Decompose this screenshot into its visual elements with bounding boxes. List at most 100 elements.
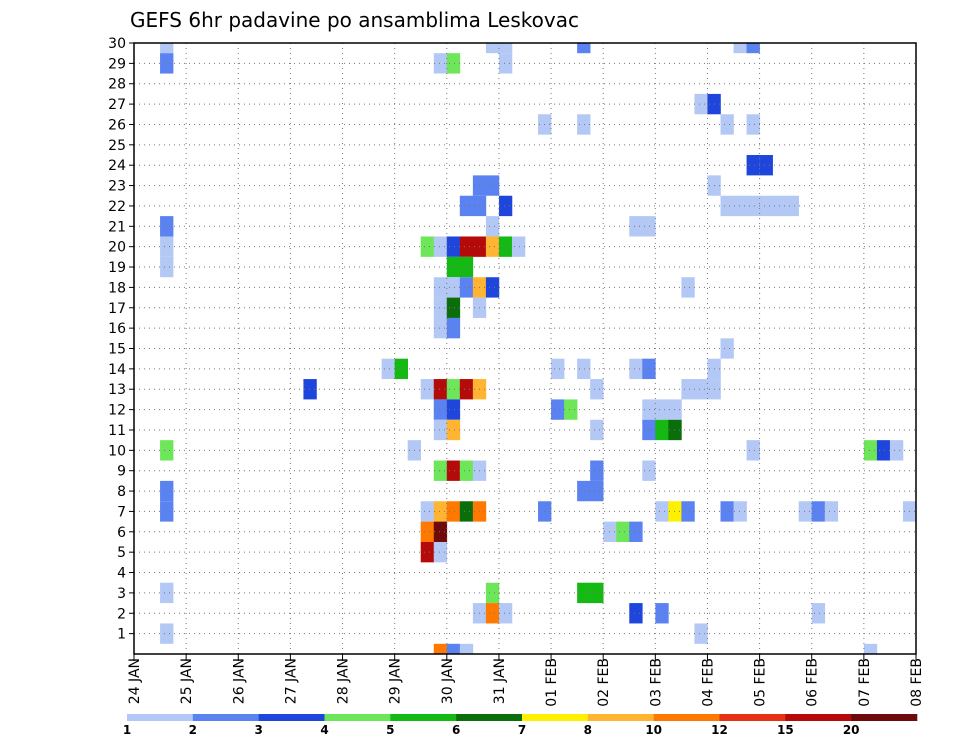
heatmap-cell bbox=[160, 256, 174, 278]
heatmap-cell bbox=[785, 195, 799, 217]
legend-label: 12 bbox=[711, 723, 728, 737]
heatmap-cell bbox=[433, 297, 448, 318]
heatmap-cell bbox=[746, 195, 760, 217]
heatmap-cell bbox=[577, 43, 591, 54]
legend-label: 7 bbox=[518, 723, 526, 737]
heatmap-cell bbox=[160, 501, 174, 522]
heatmap-cell bbox=[759, 195, 773, 217]
y-tick-label: 24 bbox=[108, 158, 126, 174]
color-legend: 1 2 3 4 5 6 7 8 10 12 15 20 bbox=[123, 714, 918, 737]
y-tick-label: 10 bbox=[108, 443, 126, 459]
heatmap-cell bbox=[459, 277, 474, 298]
heatmap-cell bbox=[420, 541, 435, 563]
heatmap-cell bbox=[498, 236, 513, 257]
x-tick-label: 26 JAN bbox=[231, 658, 247, 704]
heatmap-cell bbox=[498, 53, 513, 74]
y-tick-label: 9 bbox=[117, 464, 126, 480]
heatmap-cell bbox=[433, 541, 448, 563]
heatmap-cell bbox=[733, 43, 747, 54]
heatmap-cell bbox=[629, 358, 643, 380]
y-tick-label: 20 bbox=[108, 240, 126, 256]
x-tick-label: 01 FEB bbox=[544, 658, 560, 707]
x-tick-label: 31 JAN bbox=[492, 658, 508, 704]
heatmap-cells bbox=[160, 43, 917, 654]
heatmap-cell bbox=[420, 501, 435, 522]
y-tick-label: 22 bbox=[108, 199, 126, 215]
heatmap-cell bbox=[681, 277, 695, 298]
legend-label: 5 bbox=[386, 723, 394, 737]
y-tick-label: 30 bbox=[108, 36, 126, 52]
legend-label: 8 bbox=[584, 723, 592, 737]
heatmap-cell bbox=[485, 216, 500, 237]
y-tick-label: 16 bbox=[108, 321, 126, 337]
heatmap-cell bbox=[433, 643, 448, 654]
heatmap-cell bbox=[863, 440, 878, 461]
legend-swatch bbox=[719, 714, 786, 721]
heatmap-cell bbox=[655, 501, 669, 522]
x-tick-label: 04 FEB bbox=[700, 658, 716, 707]
heatmap-cell bbox=[420, 379, 435, 400]
heatmap-cell bbox=[551, 399, 565, 420]
heatmap-cell bbox=[446, 297, 461, 318]
heatmap-cell bbox=[446, 460, 461, 481]
x-tick-label: 07 FEB bbox=[857, 658, 873, 707]
x-tick-label: 30 JAN bbox=[440, 658, 456, 704]
heatmap-cell bbox=[551, 358, 565, 380]
heatmap-cell bbox=[720, 501, 734, 522]
y-tick-label: 27 bbox=[108, 97, 126, 113]
heatmap-cell bbox=[433, 460, 448, 481]
y-tick-label: 25 bbox=[108, 138, 126, 154]
heatmap-cell bbox=[811, 603, 826, 624]
heatmap-cell bbox=[433, 521, 448, 542]
y-tick-label: 12 bbox=[108, 403, 126, 419]
heatmap-cell bbox=[433, 53, 448, 74]
y-tick-label: 29 bbox=[108, 56, 126, 72]
heatmap-cell bbox=[446, 277, 461, 298]
y-tick-label: 5 bbox=[117, 545, 126, 561]
heatmap-cell bbox=[655, 603, 669, 624]
heatmap-cell bbox=[811, 501, 826, 522]
y-tick-label: 28 bbox=[108, 77, 126, 93]
heatmap-cell bbox=[459, 501, 474, 522]
y-tick-label: 2 bbox=[117, 606, 126, 622]
legend-label: 20 bbox=[843, 723, 860, 737]
x-tick-label: 08 FEB bbox=[909, 658, 925, 707]
heatmap-cell bbox=[876, 440, 891, 461]
heatmap-cell bbox=[590, 419, 604, 441]
heatmap-cell bbox=[459, 643, 474, 654]
x-axis: 24 JAN 25 JAN 26 JAN 27 JAN 28 JAN 29 JAN 30 J… bbox=[127, 654, 925, 707]
heatmap-cell bbox=[381, 358, 395, 380]
heatmap-cell bbox=[694, 379, 708, 400]
heatmap-cell bbox=[590, 582, 604, 604]
legend-swatch bbox=[653, 714, 720, 721]
heatmap-cell bbox=[160, 43, 174, 54]
heatmap-cell bbox=[642, 419, 656, 441]
heatmap-cell bbox=[889, 440, 904, 461]
heatmap-cell bbox=[303, 379, 317, 400]
x-tick-label: 25 JAN bbox=[179, 658, 195, 704]
y-tick-label: 7 bbox=[117, 504, 126, 520]
legend-swatch bbox=[127, 714, 194, 721]
legend-swatch bbox=[324, 714, 391, 721]
heatmap-cell bbox=[446, 236, 461, 257]
legend-label: 15 bbox=[777, 723, 794, 737]
heatmap-cell bbox=[498, 195, 513, 217]
heatmap-cell bbox=[746, 43, 760, 54]
y-tick-label: 6 bbox=[117, 525, 126, 541]
x-tick-label: 24 JAN bbox=[127, 658, 143, 704]
heatmap-cell bbox=[694, 623, 708, 644]
heatmap-cell bbox=[720, 114, 734, 135]
heatmap-cell bbox=[720, 338, 734, 359]
x-tick-label: 28 JAN bbox=[336, 658, 352, 704]
heatmap-cell bbox=[681, 379, 695, 400]
y-tick-label: 26 bbox=[108, 117, 126, 133]
heatmap-cell bbox=[824, 501, 839, 522]
y-tick-label: 13 bbox=[108, 382, 126, 398]
heatmap-cell bbox=[798, 501, 813, 522]
x-tick-label: 05 FEB bbox=[753, 658, 769, 707]
heatmap-cell bbox=[485, 236, 500, 257]
heatmap-cell bbox=[642, 460, 656, 481]
heatmap-cell bbox=[446, 379, 461, 400]
x-tick-label: 03 FEB bbox=[648, 658, 664, 707]
heatmap-cell bbox=[459, 460, 474, 481]
